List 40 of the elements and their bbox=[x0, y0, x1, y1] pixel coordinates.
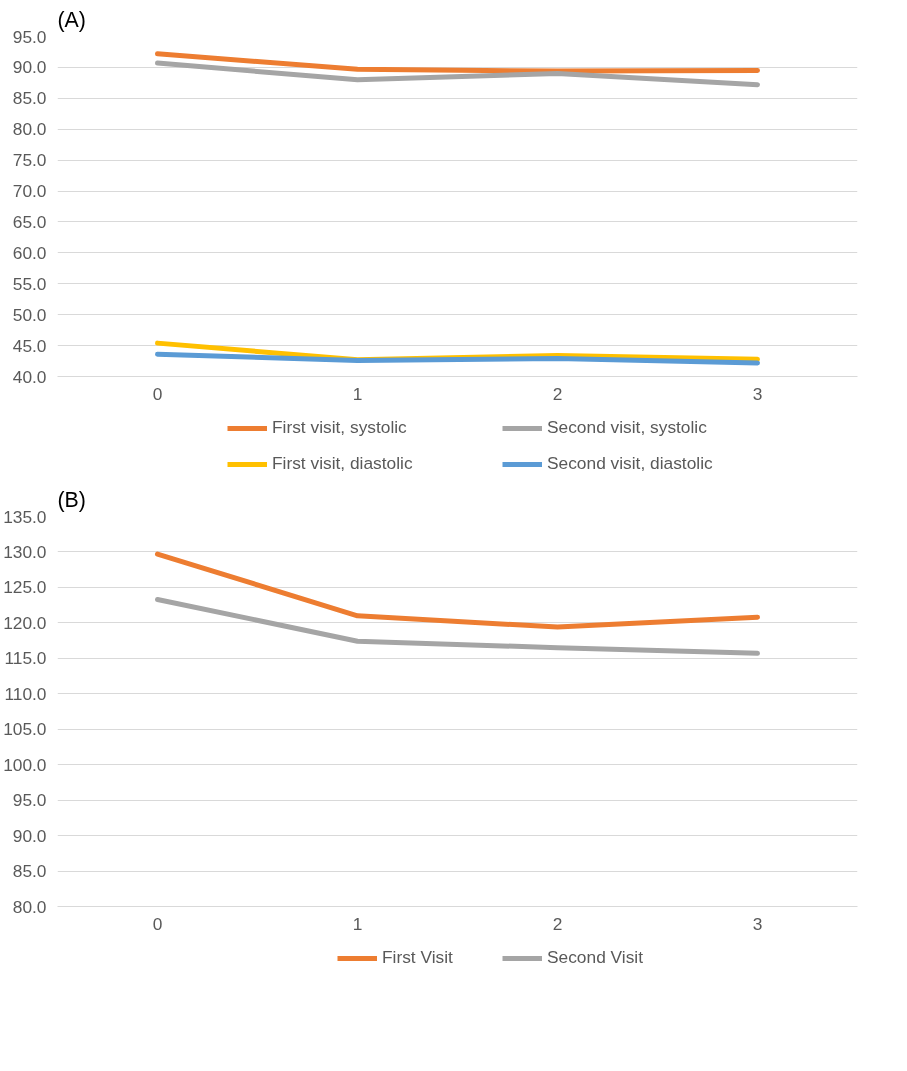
y-tick-label: 80.0 bbox=[12, 119, 47, 140]
y-tick-label: 125.0 bbox=[3, 577, 47, 598]
legend-label: Second Visit bbox=[547, 947, 644, 968]
x-tick-label: 3 bbox=[752, 383, 763, 404]
y-tick-label: 55.0 bbox=[12, 273, 47, 294]
y-tick-label: 120.0 bbox=[3, 612, 47, 633]
legend-label: First visit, diastolic bbox=[272, 453, 414, 474]
legend-label: First Visit bbox=[382, 947, 454, 968]
y-tick-label: 90.0 bbox=[12, 825, 47, 846]
y-tick-label: 95.0 bbox=[12, 26, 47, 47]
x-tick-label: 2 bbox=[552, 913, 563, 934]
x-tick-label: 1 bbox=[352, 383, 363, 404]
y-tick-label: 100.0 bbox=[3, 754, 47, 775]
y-tick-label: 70.0 bbox=[12, 181, 47, 202]
y-tick-label: 65.0 bbox=[12, 211, 47, 232]
chart-title: (A) bbox=[57, 7, 86, 32]
legend-label: Second visit, systolic bbox=[547, 417, 708, 438]
y-tick-label: 90.0 bbox=[12, 57, 47, 78]
chart-title: (B) bbox=[57, 487, 86, 512]
y-tick-label: 95.0 bbox=[12, 790, 47, 811]
y-tick-label: 80.0 bbox=[12, 896, 47, 917]
y-tick-label: 40.0 bbox=[12, 366, 47, 387]
y-tick-label: 75.0 bbox=[12, 150, 47, 171]
y-tick-label: 50.0 bbox=[12, 304, 47, 325]
y-tick-label: 115.0 bbox=[4, 648, 47, 669]
x-tick-label: 3 bbox=[752, 913, 763, 934]
legend-label: Second visit, diastolic bbox=[547, 453, 714, 474]
y-tick-label: 85.0 bbox=[12, 88, 47, 109]
y-tick-label: 135.0 bbox=[3, 506, 47, 527]
x-tick-label: 0 bbox=[152, 383, 163, 404]
y-tick-label: 45.0 bbox=[12, 335, 47, 356]
y-tick-label: 85.0 bbox=[12, 861, 47, 882]
y-tick-label: 105.0 bbox=[3, 719, 47, 740]
x-tick-label: 2 bbox=[552, 383, 563, 404]
x-tick-label: 1 bbox=[352, 913, 363, 934]
y-tick-label: 110.0 bbox=[4, 683, 47, 704]
legend-label: First visit, systolic bbox=[272, 417, 408, 438]
y-tick-label: 130.0 bbox=[3, 541, 47, 562]
y-tick-label: 60.0 bbox=[12, 242, 47, 263]
x-tick-label: 0 bbox=[152, 913, 163, 934]
